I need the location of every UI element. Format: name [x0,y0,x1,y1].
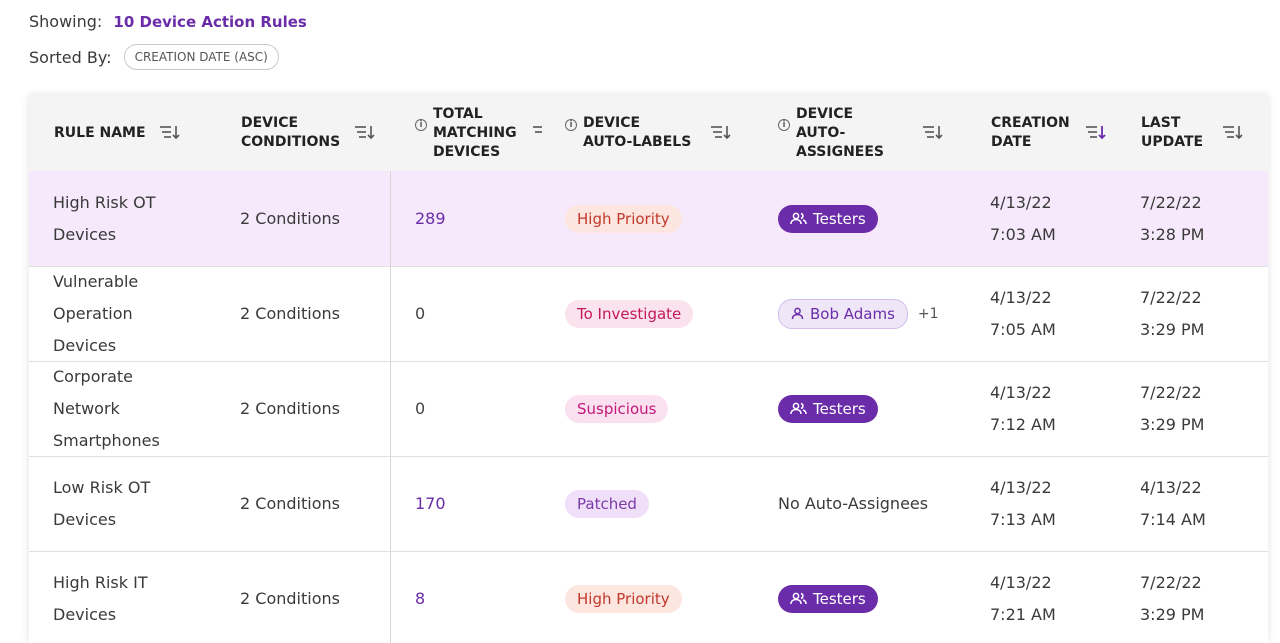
sort-icon[interactable] [1222,124,1244,140]
assignee-name: Testers [813,399,866,418]
matching-devices[interactable]: 170 [415,494,446,513]
column-label: LAST UPDATE [1141,115,1204,150]
column-divider [390,266,391,361]
group-icon [790,402,807,415]
auto-label-badge: High Priority [565,204,682,233]
group-icon [790,212,807,225]
rule-name[interactable]: Corporate Network Smartphones [53,366,160,450]
sort-icon[interactable] [710,124,732,140]
column-creation-date[interactable]: CREATION DATE [991,95,1101,171]
matching-devices: 0 [415,304,426,323]
sort-icon[interactable] [354,124,376,140]
column-label: RULE NAME [54,124,146,141]
matching-devices[interactable]: 8 [415,589,426,608]
column-divider [390,551,391,643]
column-divider [390,361,391,456]
device-conditions[interactable]: 2 Conditions [240,494,340,513]
sorted-by-label: Sorted By: [29,47,112,67]
more-assignees-count[interactable]: +1 [917,305,939,322]
info-icon[interactable]: i [778,119,790,131]
last-update: 7/22/22 3:29 PM [1140,382,1205,434]
table-header: RULE NAME DEVICE CONDITIONS i TOTAL MATC… [29,95,1268,172]
table-row[interactable]: Low Risk OT Devices 2 Conditions 170 Pat… [29,456,1268,552]
sort-icon[interactable] [532,124,554,140]
info-icon[interactable]: i [415,119,427,131]
info-icon[interactable]: i [565,119,577,131]
table-row[interactable]: High Risk OT Devices 2 Conditions 289 Hi… [29,171,1268,267]
sort-icon[interactable] [922,124,944,140]
last-update: 7/22/22 3:28 PM [1140,192,1205,244]
group-icon [790,592,807,605]
assignee-badge[interactable]: Bob Adams [778,298,908,329]
table-row[interactable]: Corporate Network Smartphones 2 Conditio… [29,361,1268,457]
column-auto-assignees[interactable]: i DEVICE AUTO- ASSIGNEES [778,95,928,171]
column-device-conditions[interactable]: DEVICE CONDITIONS [241,95,401,171]
sort-icon-active[interactable] [1085,124,1107,140]
device-action-rules-table: RULE NAME DEVICE CONDITIONS i TOTAL MATC… [29,95,1268,643]
creation-date: 4/13/22 7:12 AM [990,382,1056,434]
matching-devices[interactable]: 289 [415,209,446,228]
table-row[interactable]: High Risk IT Devices 2 Conditions 8 High… [29,551,1268,643]
results-summary: Showing: 10 Device Action Rules [29,12,307,31]
rule-name[interactable]: High Risk IT Devices [53,572,148,624]
rule-name[interactable]: Vulnerable Operation Devices [53,271,139,355]
showing-label: Showing: [29,12,103,31]
table-row[interactable]: Vulnerable Operation Devices 2 Condition… [29,266,1268,362]
last-update: 7/22/22 3:29 PM [1140,572,1205,624]
rule-name[interactable]: Low Risk OT Devices [53,477,151,529]
device-conditions[interactable]: 2 Conditions [240,304,340,323]
showing-count: 10 Device Action Rules [113,13,307,31]
assignee-name: Bob Adams [810,304,895,323]
assignee-name: Testers [813,589,866,608]
auto-label-badge: To Investigate [565,299,694,328]
column-label: DEVICE CONDITIONS [241,115,341,150]
creation-date: 4/13/22 7:03 AM [990,192,1056,244]
assignee-badge[interactable]: Testers [778,584,878,613]
user-icon [791,307,804,320]
column-divider [390,171,391,266]
column-rule-name[interactable]: RULE NAME [54,95,234,171]
device-conditions[interactable]: 2 Conditions [240,399,340,418]
device-conditions[interactable]: 2 Conditions [240,589,340,608]
column-label: DEVICE AUTO- ASSIGNEES [796,105,884,160]
creation-date: 4/13/22 7:21 AM [990,572,1056,624]
column-last-update[interactable]: LAST UPDATE [1141,95,1241,171]
column-auto-labels[interactable]: i DEVICE AUTO-LABELS [565,95,715,171]
creation-date: 4/13/22 7:13 AM [990,477,1056,529]
column-label: CREATION DATE [991,115,1070,150]
column-label: TOTAL MATCHING DEVICES [433,105,517,160]
matching-devices: 0 [415,399,426,418]
sort-chip[interactable]: CREATION DATE (ASC) [123,44,279,70]
auto-label-badge: High Priority [565,584,682,613]
no-assignees-text: No Auto-Assignees [778,494,929,513]
column-label: DEVICE AUTO-LABELS [583,115,692,150]
creation-date: 4/13/22 7:05 AM [990,287,1056,339]
device-conditions[interactable]: 2 Conditions [240,209,340,228]
assignee-badge[interactable]: Testers [778,394,878,423]
sort-summary: Sorted By: CREATION DATE (ASC) [29,44,279,70]
rule-name[interactable]: High Risk OT Devices [53,192,156,244]
column-total-matching[interactable]: i TOTAL MATCHING DEVICES [415,95,555,171]
last-update: 4/13/22 7:14 AM [1140,477,1206,529]
auto-label-badge: Suspicious [565,394,669,423]
assignee-name: Testers [813,209,866,228]
sort-icon[interactable] [159,124,181,140]
auto-label-badge: Patched [565,489,649,518]
assignee-badge[interactable]: Testers [778,204,878,233]
last-update: 7/22/22 3:29 PM [1140,287,1205,339]
column-divider [390,456,391,551]
